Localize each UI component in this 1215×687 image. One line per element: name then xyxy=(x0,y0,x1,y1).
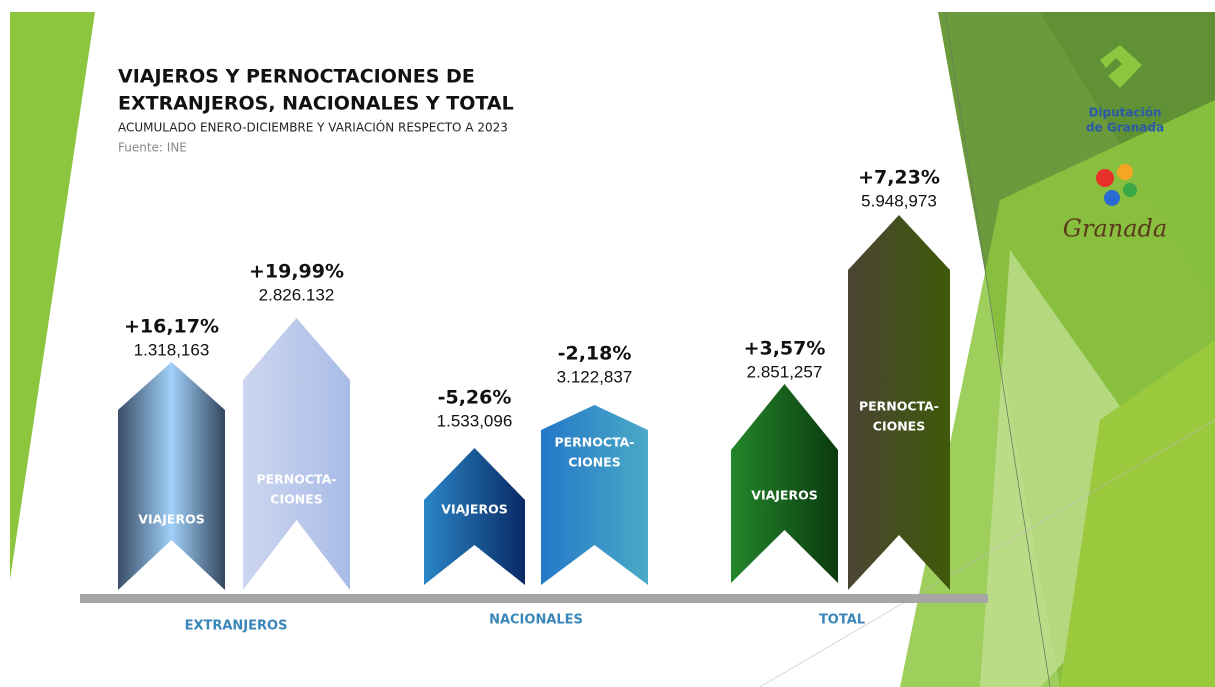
change-label: +19,99% xyxy=(249,261,344,283)
value-label: 5.948,973 xyxy=(861,191,937,210)
change-label: +16,17% xyxy=(124,316,219,338)
value-label: 1.533,096 xyxy=(437,411,513,430)
logo: Diputación de Granada Granada xyxy=(1063,45,1167,243)
arrow-label: CIONES xyxy=(568,455,620,470)
arrow xyxy=(118,362,225,590)
arrow xyxy=(848,215,950,590)
source: Fuente: INE xyxy=(118,141,187,155)
logo-wordmark: Granada xyxy=(1063,215,1167,243)
category-label: NACIONALES xyxy=(489,613,583,628)
change-label: +3,57% xyxy=(744,338,826,360)
title-line: EXTRANJEROS, NACIONALES Y TOTAL xyxy=(118,93,514,115)
arrow-label: CIONES xyxy=(270,492,322,507)
arrow-label: CIONES xyxy=(873,419,925,434)
decoration xyxy=(10,11,1215,687)
arrow xyxy=(541,405,648,585)
logo-text: de Granada xyxy=(1086,121,1164,135)
arrow-label: PERNOCTA- xyxy=(859,399,939,414)
title-line: VIAJEROS Y PERNOCTACIONES DE xyxy=(118,66,475,88)
arrow-label: PERNOCTA- xyxy=(256,472,336,487)
arrow xyxy=(731,384,838,583)
change-label: +7,23% xyxy=(858,167,940,189)
arrow-label: VIAJEROS xyxy=(138,512,204,527)
arrow xyxy=(243,318,350,590)
baseline xyxy=(80,594,988,603)
value-label: 3.122,837 xyxy=(557,367,633,386)
value-label: 2.851,257 xyxy=(747,362,823,381)
arrow xyxy=(424,448,525,585)
arrow-label: VIAJEROS xyxy=(751,488,817,503)
change-label: -2,18% xyxy=(558,343,632,365)
category-label: TOTAL xyxy=(819,613,865,628)
change-label: -5,26% xyxy=(438,387,512,409)
value-label: 2.826.132 xyxy=(259,285,335,304)
category-label: EXTRANJEROS xyxy=(185,619,288,634)
arrow-label: VIAJEROS xyxy=(441,502,507,517)
value-label: 1.318,163 xyxy=(134,340,210,359)
arrow-label: PERNOCTA- xyxy=(554,435,634,450)
subtitle: ACUMULADO ENERO-DICIEMBRE Y VARIACIÓN RE… xyxy=(118,120,508,135)
logo-text: Diputación xyxy=(1088,106,1161,120)
